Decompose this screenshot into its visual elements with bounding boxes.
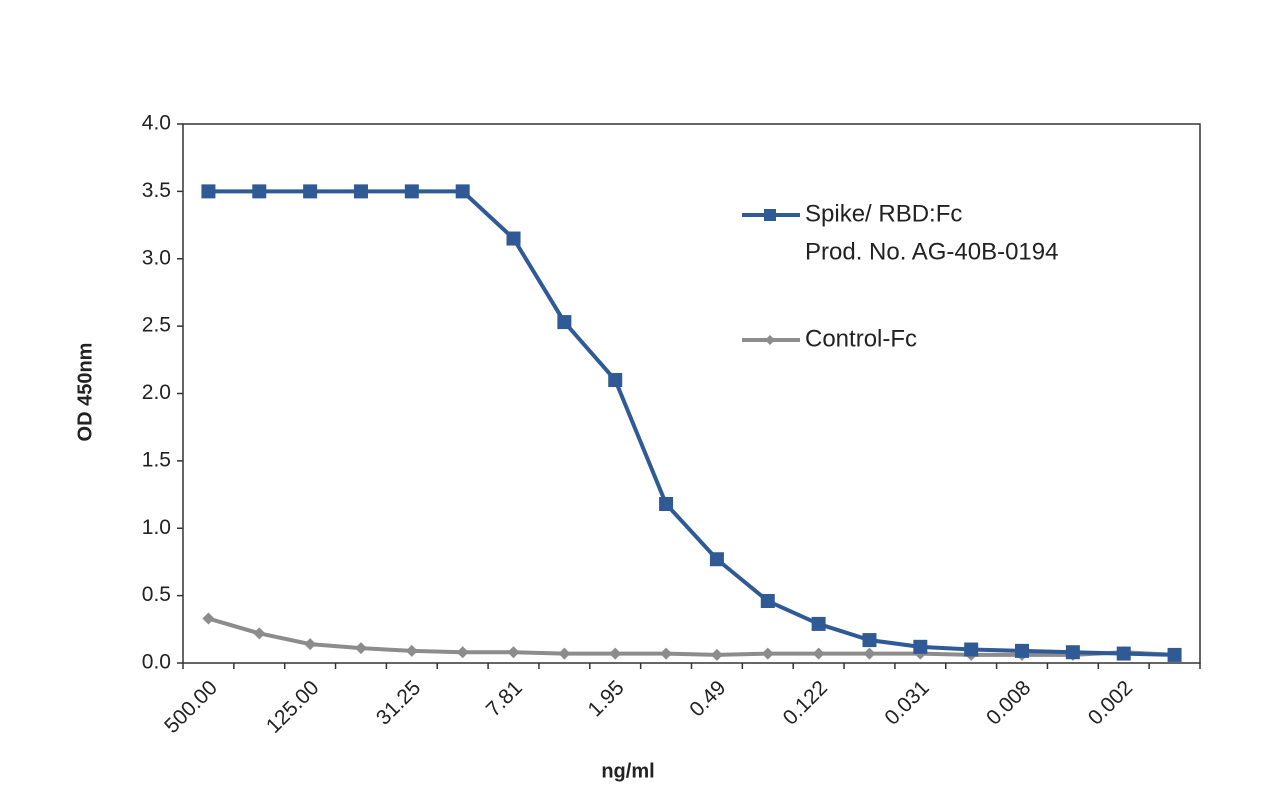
x-tick-label: 0.002 (1084, 676, 1137, 729)
data-point (202, 612, 215, 625)
data-point (761, 647, 774, 660)
x-axis-title: ng/ml (601, 760, 654, 782)
data-point (609, 647, 622, 660)
data-point (964, 642, 979, 657)
x-tick-label: 1.95 (584, 676, 629, 721)
data-point (1167, 647, 1182, 662)
data-point (253, 627, 266, 640)
data-point (863, 647, 876, 660)
plot-frame (182, 123, 1201, 664)
data-point (405, 644, 418, 657)
data-point (811, 616, 826, 631)
data-point (557, 315, 572, 330)
legend-label: Control-Fc (805, 325, 917, 352)
data-point (252, 184, 267, 199)
x-tick-label: 31.25 (372, 676, 425, 729)
data-point (353, 184, 368, 199)
legend-marker (764, 209, 776, 221)
y-tick-label: 2.5 (142, 314, 171, 337)
x-tick-label: 0.008 (982, 676, 1035, 729)
x-tick-label: 500.00 (160, 676, 222, 738)
data-point (710, 648, 723, 661)
data-point (303, 184, 318, 199)
data-point (1116, 646, 1131, 661)
data-point (404, 184, 419, 199)
legend-label: Spike/ RBD:Fc (805, 200, 962, 227)
y-tick-label: 3.0 (142, 246, 171, 269)
series-line (208, 189, 1175, 657)
y-tick-label: 3.5 (142, 179, 171, 202)
data-point (913, 639, 928, 654)
y-tick-label: 1.5 (142, 448, 171, 471)
x-tick-label: 125.00 (262, 676, 324, 738)
data-point (659, 496, 674, 511)
data-point (812, 647, 825, 660)
y-tick-label: 0.5 (142, 583, 171, 606)
data-point (455, 184, 470, 199)
y-tick-label: 2.0 (142, 381, 171, 404)
data-point (709, 552, 724, 567)
data-point (507, 646, 520, 659)
data-point (506, 231, 521, 246)
legend-sublabel: Prod. No. AG-40B-0194 (805, 238, 1058, 265)
x-tick-label: 0.031 (880, 676, 933, 729)
data-point (304, 638, 317, 651)
y-tick-label: 4.0 (142, 112, 171, 135)
series-line (207, 616, 1175, 657)
data-point (1065, 645, 1080, 660)
x-tick-label: 0.122 (779, 676, 832, 729)
y-tick-label: 0.0 (142, 651, 171, 674)
data-point (760, 594, 775, 609)
data-point (201, 184, 216, 199)
legend-marker (765, 335, 775, 345)
data-point (558, 647, 571, 660)
data-point (608, 373, 623, 388)
y-tick-label: 1.0 (142, 516, 171, 539)
x-tick-label: 7.81 (482, 676, 527, 721)
data-point (354, 642, 367, 655)
y-axis-title: OD 450nm (74, 343, 96, 442)
data-point (1015, 643, 1030, 658)
data-point (660, 647, 673, 660)
data-point (456, 646, 469, 659)
x-tick-label: 0.49 (685, 676, 730, 721)
data-point (862, 633, 877, 648)
